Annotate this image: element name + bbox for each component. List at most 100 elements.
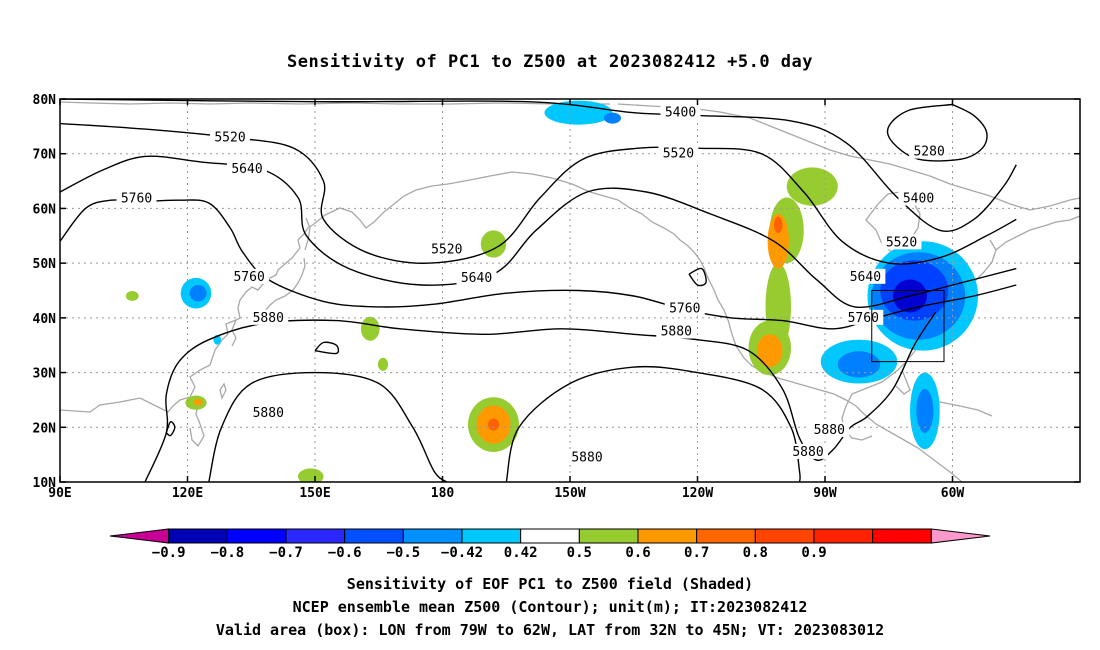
colorbar-label: 0.6: [625, 545, 650, 561]
lon-tick-label: 150W: [554, 486, 585, 501]
contour-label-5520: 5520: [214, 130, 245, 145]
contour-label-bg: [248, 309, 289, 325]
contour-5880: [165, 420, 176, 437]
contour-label-5880: 5880: [792, 445, 823, 460]
contour-label-5880: 5880: [571, 450, 602, 465]
siberia-coastline: [60, 101, 610, 105]
contour-label-5880: 5880: [253, 311, 284, 326]
map-grid: [60, 99, 1080, 482]
sensitivity-blob-0: [544, 100, 613, 125]
alaska-coastline: [617, 199, 865, 415]
lat-tick-label: 80N: [33, 93, 57, 108]
contour-5760: [60, 199, 1017, 330]
lon-tick-label: 120W: [682, 486, 713, 501]
contour-label-bg: [116, 190, 157, 206]
contour-label-bg: [843, 309, 884, 325]
caption-block: Sensitivity of EOF PC1 to Z500 field (Sh…: [216, 575, 884, 639]
coastlines: [60, 101, 1080, 482]
colorbar-swatch-4: [344, 528, 404, 544]
colorbar-label: −0.5: [386, 545, 420, 561]
kamchatka-coastline: [313, 171, 619, 229]
asia-coastline: [60, 223, 315, 413]
florida-coastline: [895, 369, 911, 395]
colorbar-label: −0.7: [269, 545, 303, 561]
contour-label-bg: [210, 129, 250, 145]
sensitivity-blob-9: [193, 398, 203, 406]
lat-tick-label: 30N: [33, 367, 57, 382]
figure-title: Sensitivity of PC1 to Z500 at 2023082412…: [287, 52, 813, 72]
colorbar-swatch-3: [285, 528, 346, 544]
colorbar-label: −0.6: [328, 545, 362, 561]
contour-5880: [144, 312, 937, 482]
contour-label-bg: [658, 145, 699, 161]
sensitivity-blob-19: [774, 216, 783, 234]
north-america-arctic-coastline: [617, 103, 1080, 211]
contour-5760: [688, 267, 707, 287]
colorbar-swatch-1: [168, 528, 228, 544]
contour-label-5760: 5760: [233, 270, 264, 285]
colorbar-label: 0.42: [504, 545, 538, 561]
korea-coastline: [231, 319, 237, 347]
lon-tick-label: 90E: [48, 486, 71, 501]
colorbar-swatch-14: [930, 528, 991, 544]
colorbar-label: −0.8: [210, 545, 244, 561]
contour-label-bg: [809, 422, 850, 438]
colorbar-swatch-12: [813, 528, 874, 544]
contour-5520: [60, 122, 1017, 265]
z500-contours: [60, 99, 1017, 482]
colorbar-label: −0.42: [441, 545, 483, 561]
contour-label-5760: 5760: [669, 302, 700, 317]
contour-label-bg: [660, 104, 701, 120]
contour-label-5280: 5280: [913, 145, 944, 160]
colorbar-swatch-10: [696, 528, 756, 544]
colorbar-swatch-2: [226, 528, 287, 544]
lat-tick-label: 60N: [33, 202, 57, 217]
sakhalin-coastline: [304, 217, 311, 251]
contour-label-bg: [845, 268, 886, 284]
caption-line-2: NCEP ensemble mean Z500 (Contour); unit(…: [293, 598, 808, 616]
contour-label-5760: 5760: [848, 311, 879, 326]
contour-label-bg: [229, 268, 270, 284]
colorbar-label: 0.5: [567, 545, 592, 561]
colorbar-swatch-9: [637, 528, 698, 544]
contour-label-5640: 5640: [461, 271, 492, 286]
sensitivity-blob-27: [837, 351, 881, 378]
sensitivity-blob-7: [487, 418, 500, 431]
lon-tick-label: 180: [431, 486, 455, 501]
contour-label-bg: [227, 161, 267, 177]
central-america-coastline: [863, 413, 963, 482]
colorbar-swatch-8: [578, 528, 639, 544]
sensitivity-blob-18: [767, 213, 789, 269]
contour-label-bg: [567, 449, 607, 465]
lon-tick-label: 90W: [813, 486, 837, 501]
contour-label-5520: 5520: [886, 235, 917, 250]
contour-label-5400: 5400: [665, 106, 696, 121]
taiwan-coastline: [219, 382, 227, 400]
contour-label-5400: 5400: [903, 192, 934, 207]
sensitivity-blob-3: [360, 316, 380, 341]
contour-label-bg: [909, 143, 950, 159]
contour-label-5880: 5880: [661, 325, 692, 340]
lat-tick-label: 40N: [33, 312, 57, 327]
colorbar-label: 0.7: [684, 545, 709, 561]
caption-line-3: Valid area (box): LON from 79W to 62W, L…: [216, 621, 884, 639]
contour-5400: [60, 99, 1017, 232]
contour-label-bg: [881, 234, 922, 250]
sensitivity-blob-2: [480, 230, 507, 258]
contour-label-bg: [456, 269, 497, 285]
contour-label-5880: 5880: [253, 406, 284, 421]
contour-5880: [208, 371, 448, 482]
lat-tick-label: 70N: [33, 148, 57, 163]
colorbar-swatch-0: [109, 528, 170, 544]
sensitivity-blob-4: [377, 357, 389, 371]
contour-label-5640: 5640: [231, 162, 262, 177]
caption-line-1: Sensitivity of EOF PC1 to Z500 field (Sh…: [347, 575, 753, 593]
lon-tick-label: 60W: [941, 486, 965, 501]
contour-label-5760: 5760: [121, 192, 152, 207]
canada-east-coastline: [995, 215, 1080, 251]
colorbar-label: 0.9: [801, 545, 826, 561]
contour-5880: [314, 341, 340, 355]
map-panel: 5280 5400 5400 5520 5520 5520 5520 5640 5640 5640…: [33, 93, 1081, 501]
